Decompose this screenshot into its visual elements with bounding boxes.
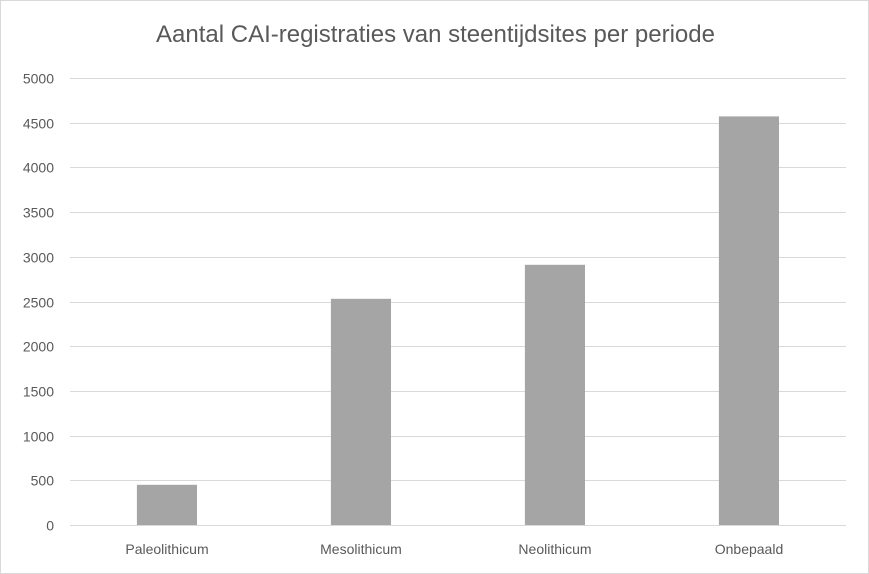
y-tick-label: 0 [46,518,54,534]
bar-mesolithicum [330,298,391,525]
bar-paleolithicum [136,484,197,525]
chart-title: Aantal CAI-registraties van steentijdsit… [156,21,715,48]
y-tick-label: 3000 [23,250,54,266]
x-category-label: Mesolithicum [320,541,402,557]
bar-onbepaald [718,116,779,526]
y-tick-label: 2500 [23,295,54,311]
y-axis-ticks: 0 500 1000 1500 2000 2500 3000 3500 4000 4500 5000 [23,71,54,534]
bars [136,116,779,526]
y-tick-label: 500 [31,473,55,489]
y-tick-label: 1000 [23,429,54,445]
y-tick-label: 4000 [23,160,54,176]
y-tick-label: 5000 [23,71,54,87]
y-tick-label: 4500 [23,116,54,132]
x-category-label: Onbepaald [715,541,784,557]
x-category-label: Neolithicum [518,541,591,557]
y-tick-label: 3500 [23,205,54,221]
gridlines [70,78,846,526]
y-tick-label: 2000 [23,339,54,355]
x-category-label: Paleolithicum [125,541,208,557]
bar-neolithicum [524,264,585,525]
x-axis-categories: Paleolithicum Mesolithicum Neolithicum Onbe… [125,541,783,557]
y-tick-label: 1500 [23,384,54,400]
